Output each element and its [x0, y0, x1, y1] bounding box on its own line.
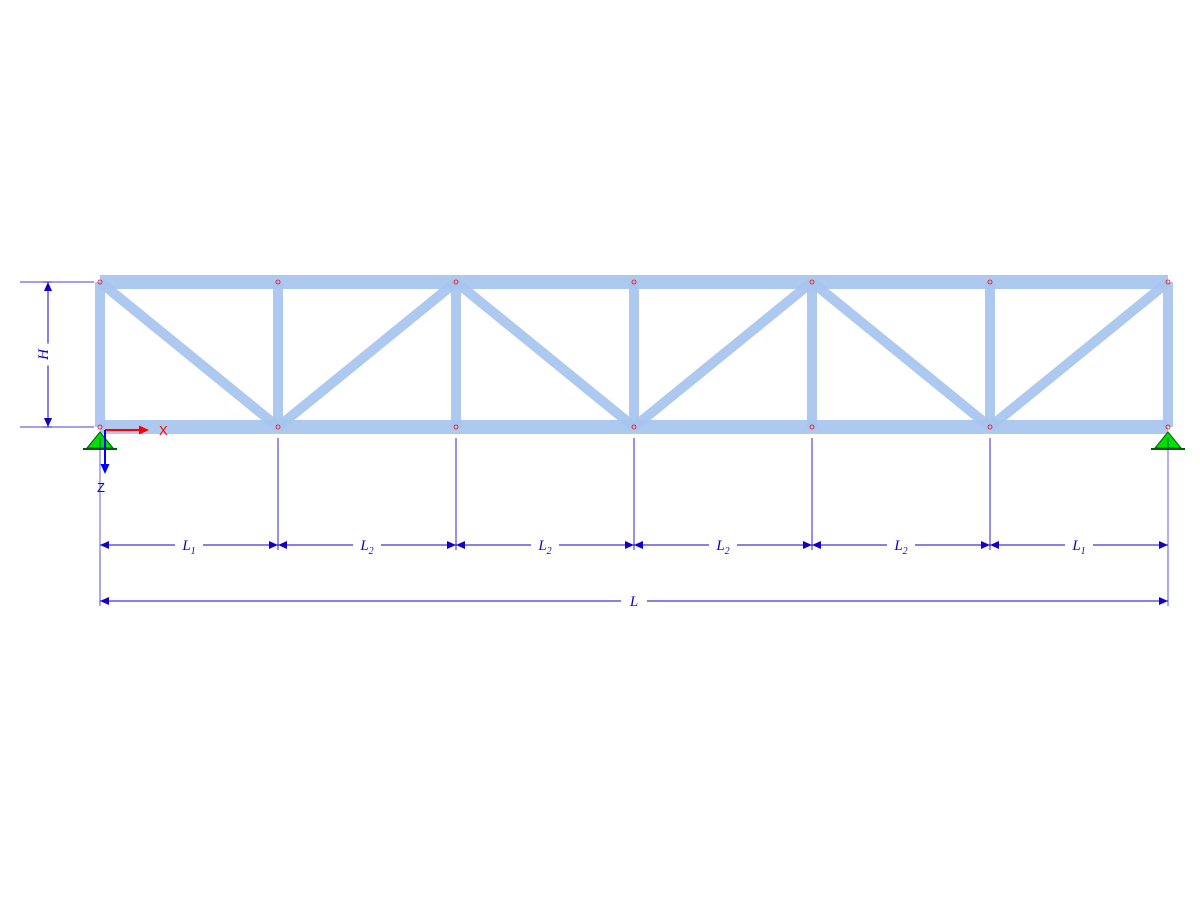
dim-label: L [629, 594, 638, 610]
diagonal-member [634, 282, 812, 427]
dim-height-label: H [36, 348, 52, 361]
truss-diagram: X Z H L1L2L2L2L2L1 L [0, 0, 1200, 900]
diagonal-member [812, 282, 990, 427]
diagonal-member [990, 282, 1168, 427]
diagonal-member [278, 282, 456, 427]
axis-x-label: X [159, 423, 168, 438]
dim-total: L [100, 550, 1168, 611]
axis-z-label: Z [97, 480, 105, 495]
dim-height: H [20, 282, 94, 427]
diagonal-member [100, 282, 278, 427]
dim-panels: L1L2L2L2L2L1 [100, 438, 1168, 557]
truss [98, 280, 1170, 429]
diagonal-member [456, 282, 634, 427]
